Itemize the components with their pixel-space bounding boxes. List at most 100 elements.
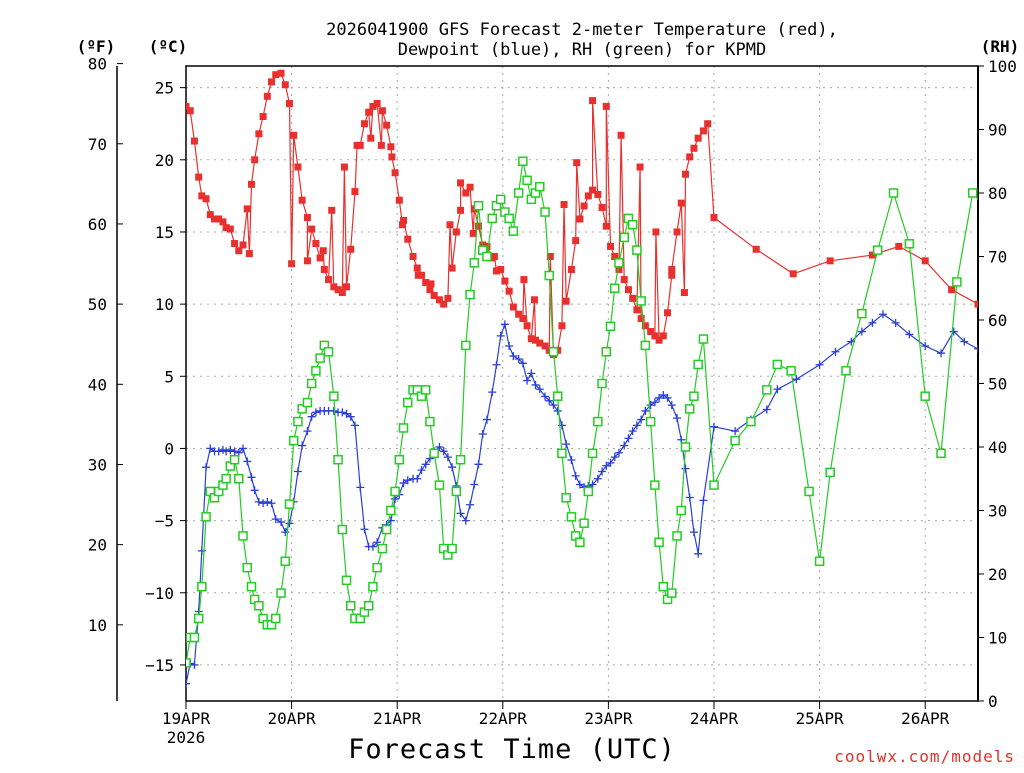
rh-point xyxy=(434,480,445,490)
rh-point xyxy=(238,531,248,541)
rh-point xyxy=(583,486,594,497)
temperature-point xyxy=(377,141,385,149)
dewpoint-point xyxy=(628,427,637,436)
temperature-point xyxy=(316,254,324,262)
temperature-point xyxy=(655,336,663,344)
temperature-point xyxy=(340,163,348,171)
dewpoint-point xyxy=(222,447,231,456)
rh-unit-label: (RH) xyxy=(981,37,1020,56)
dewpoint-point xyxy=(298,441,307,450)
dewpoint-point xyxy=(637,415,646,424)
temperature-point xyxy=(699,127,707,135)
dewpoint-point xyxy=(878,310,887,319)
temperature-point xyxy=(594,190,602,198)
temperature-point xyxy=(222,224,230,232)
rh-tick-label: 90 xyxy=(988,121,1007,140)
rh-point xyxy=(566,512,577,522)
rh-point xyxy=(242,562,252,573)
rh-point xyxy=(311,366,321,376)
rh-point xyxy=(420,385,431,395)
temperature-point xyxy=(369,102,377,110)
rh-point xyxy=(920,391,930,401)
dewpoint-point xyxy=(663,393,672,402)
temperature-point xyxy=(509,303,517,311)
temperature-point xyxy=(303,214,311,222)
rh-point xyxy=(627,220,638,230)
temperature-point xyxy=(523,322,531,330)
rh-point xyxy=(276,588,286,598)
dewpoint-point xyxy=(243,457,252,466)
rh-point xyxy=(632,245,642,255)
temperature-point xyxy=(303,257,311,265)
temperature-point xyxy=(378,107,386,115)
dewpoint-point xyxy=(421,460,430,469)
rh-point xyxy=(825,467,835,478)
dewpoint-point xyxy=(448,463,457,472)
temperature-point xyxy=(576,215,584,223)
dewpoint-point xyxy=(792,375,801,384)
dewpoint-point xyxy=(488,388,497,397)
chart-title-line-2: Dewpoint (blue), RH (green) for KPMD xyxy=(398,40,766,60)
temperature-point xyxy=(652,228,660,236)
temperature-point xyxy=(620,276,628,284)
dewpoint-point xyxy=(470,480,479,489)
dewpoint-point xyxy=(338,408,347,417)
celsius-tick-label: −5 xyxy=(155,512,174,531)
rh-point xyxy=(1000,208,1008,216)
dewpoint-point xyxy=(214,447,223,456)
dewpoint-point xyxy=(443,453,452,462)
dewpoint-point xyxy=(285,519,294,528)
rh-point xyxy=(654,537,664,547)
rh-point xyxy=(271,613,281,624)
rh-point xyxy=(234,474,244,484)
temperature-point xyxy=(343,283,351,291)
dewpoint-point xyxy=(527,369,536,378)
temperature-point xyxy=(338,289,346,297)
temperature-point xyxy=(519,315,527,323)
rh-point xyxy=(698,334,709,344)
temperature-point xyxy=(681,170,689,178)
dewpoint-point xyxy=(509,352,518,361)
x-tick-label: 23APR xyxy=(584,709,633,728)
dewpoint-point xyxy=(259,499,268,508)
temperature-point xyxy=(752,245,760,253)
dewpoint-point xyxy=(974,344,978,353)
temperature-point xyxy=(677,199,685,207)
dewpoint-point xyxy=(773,385,782,394)
rh-point xyxy=(872,245,883,255)
rh-point xyxy=(447,543,457,554)
rh-point xyxy=(394,454,405,465)
rh-point xyxy=(746,416,756,427)
celsius-tick-label: −15 xyxy=(145,656,174,675)
temperature-point xyxy=(325,276,333,284)
rh-point xyxy=(193,613,204,624)
dewpoint-point xyxy=(553,406,562,415)
temperature-point xyxy=(395,196,403,204)
x-tick-label: 19APR xyxy=(162,709,211,728)
temperature-point xyxy=(668,271,676,279)
temperature-point xyxy=(417,271,425,279)
dewpoint-point xyxy=(655,393,664,402)
temperature-point xyxy=(664,309,672,317)
rh-point xyxy=(936,448,946,459)
rh-point xyxy=(814,556,825,567)
rh-point xyxy=(540,207,550,217)
temperature-point xyxy=(452,228,460,236)
temperature-point xyxy=(367,134,375,142)
dewpoint-point xyxy=(567,455,576,464)
temperature-point xyxy=(308,225,316,233)
dewpoint-point xyxy=(435,443,444,451)
temperature-point xyxy=(448,264,456,272)
temperature-point xyxy=(680,289,688,297)
temperature-point xyxy=(328,206,336,214)
rh-point xyxy=(597,378,607,389)
dewpoint-point xyxy=(593,474,602,483)
dewpoint-point xyxy=(857,327,866,336)
rh-point xyxy=(186,658,191,668)
x-tick-label: 21APR xyxy=(373,709,422,728)
dewpoint-point xyxy=(303,427,312,436)
dewpoint-point xyxy=(277,518,286,527)
temperature-point xyxy=(444,294,452,302)
dewpoint-point xyxy=(523,376,532,385)
